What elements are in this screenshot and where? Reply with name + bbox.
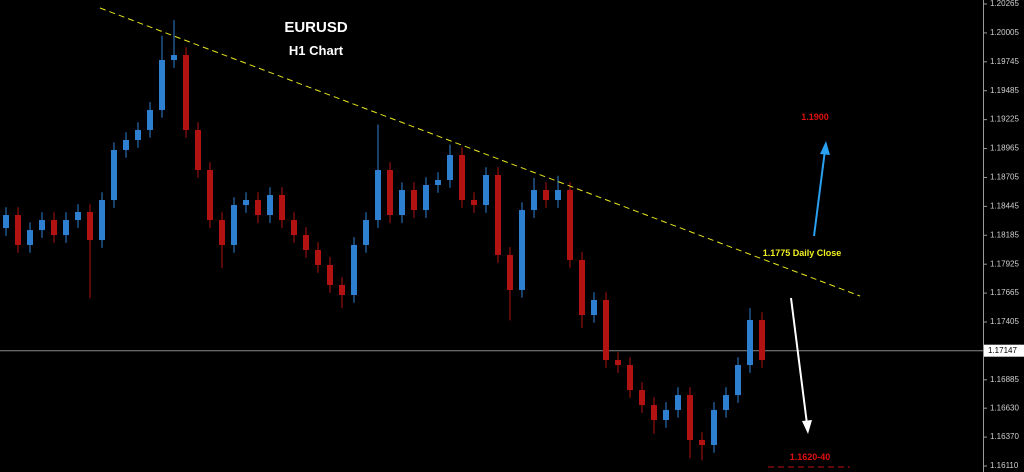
chart-subtitle: H1 Chart [289,43,344,58]
candle-body [3,215,9,229]
candle-body [675,395,681,410]
candle-body [555,190,561,201]
candle-body [543,190,549,201]
candle-body [435,180,441,186]
down-arrow [790,297,812,434]
y-tick-label: 1.16110 [990,461,1019,470]
y-tick-label: 1.18705 [990,173,1019,182]
candle-body [87,212,93,241]
candle-body [603,299,609,361]
y-tick-label: 1.19485 [990,86,1019,95]
y-tick-label: 1.18445 [990,201,1019,210]
candle-body [471,200,477,206]
candle-body [39,220,45,231]
y-tick-label: 1.20265 [990,0,1019,8]
candle-body [315,249,321,265]
y-tick-label: 1.16630 [990,403,1019,412]
support-label: 1.1620-40 [790,452,831,462]
candle-body [63,220,69,236]
candle-body [423,185,429,211]
candle-body [195,129,201,171]
candle-body [483,175,489,206]
y-tick-label: 1.17925 [990,259,1019,268]
y-tick-label: 1.17405 [990,317,1019,326]
candle-body [531,190,537,211]
candle-body [495,175,501,255]
y-tick-label: 1.16885 [990,375,1019,384]
y-tick-label: 1.19225 [990,115,1019,124]
candle-body [735,365,741,396]
candle-body [747,320,753,366]
candle-body [411,190,417,211]
candle-body [183,55,189,130]
target-label: 1.1900 [801,112,829,122]
candle-body [699,439,705,445]
candle-body [651,405,657,420]
candle-body [615,360,621,366]
chart-title: EURUSD [284,19,348,36]
candle-body [267,195,273,216]
candle-body [327,264,333,285]
y-tick-label: 1.20005 [990,28,1019,37]
candle-body [291,220,297,236]
candle-body [663,409,669,420]
candle-body [51,220,57,236]
candle-body [15,215,21,245]
candle-body [135,129,141,140]
candle-body [123,139,129,150]
candle-body [171,55,177,61]
candle-body [75,212,81,221]
candle-body [459,154,465,201]
candle-body [507,254,513,290]
candle-body [723,395,729,410]
candle-body [255,200,261,216]
candle-body [759,320,765,361]
candle-body [219,220,225,245]
candle-body [111,149,117,201]
candle-body [339,284,345,295]
candle-body [447,154,453,181]
y-tick-label: 1.18185 [990,230,1019,239]
daily-close-label: 1.1775 Daily Close [763,248,842,258]
candle-body [207,170,213,221]
candle-body [159,60,165,110]
y-tick-label: 1.19745 [990,57,1019,66]
candle-body [231,205,237,245]
current-price-box [984,344,1024,357]
candle-body [303,235,309,250]
candle-body [243,200,249,206]
up-arrow [813,141,830,237]
candle-body [591,299,597,316]
candle-body [711,409,717,445]
candle-body [687,395,693,440]
candle-body [351,244,357,295]
y-tick-label: 1.18965 [990,144,1019,153]
candle-body [579,259,585,316]
current-price-label: 1.17147 [988,346,1017,355]
candle-body [363,220,369,245]
candle-body [627,365,633,391]
candle-body [147,109,153,130]
y-tick-label: 1.16370 [990,432,1019,441]
candle-body [99,200,105,241]
candle-body [375,170,381,221]
candle-body [279,195,285,221]
candle-body [27,230,33,245]
trendline [99,7,861,297]
y-tick-label: 1.17665 [990,288,1019,297]
candle-body [399,190,405,216]
candle-body [639,390,645,406]
candle-body [519,210,525,290]
candle-body [567,190,573,260]
candles [3,20,765,461]
candle-body [387,170,393,216]
